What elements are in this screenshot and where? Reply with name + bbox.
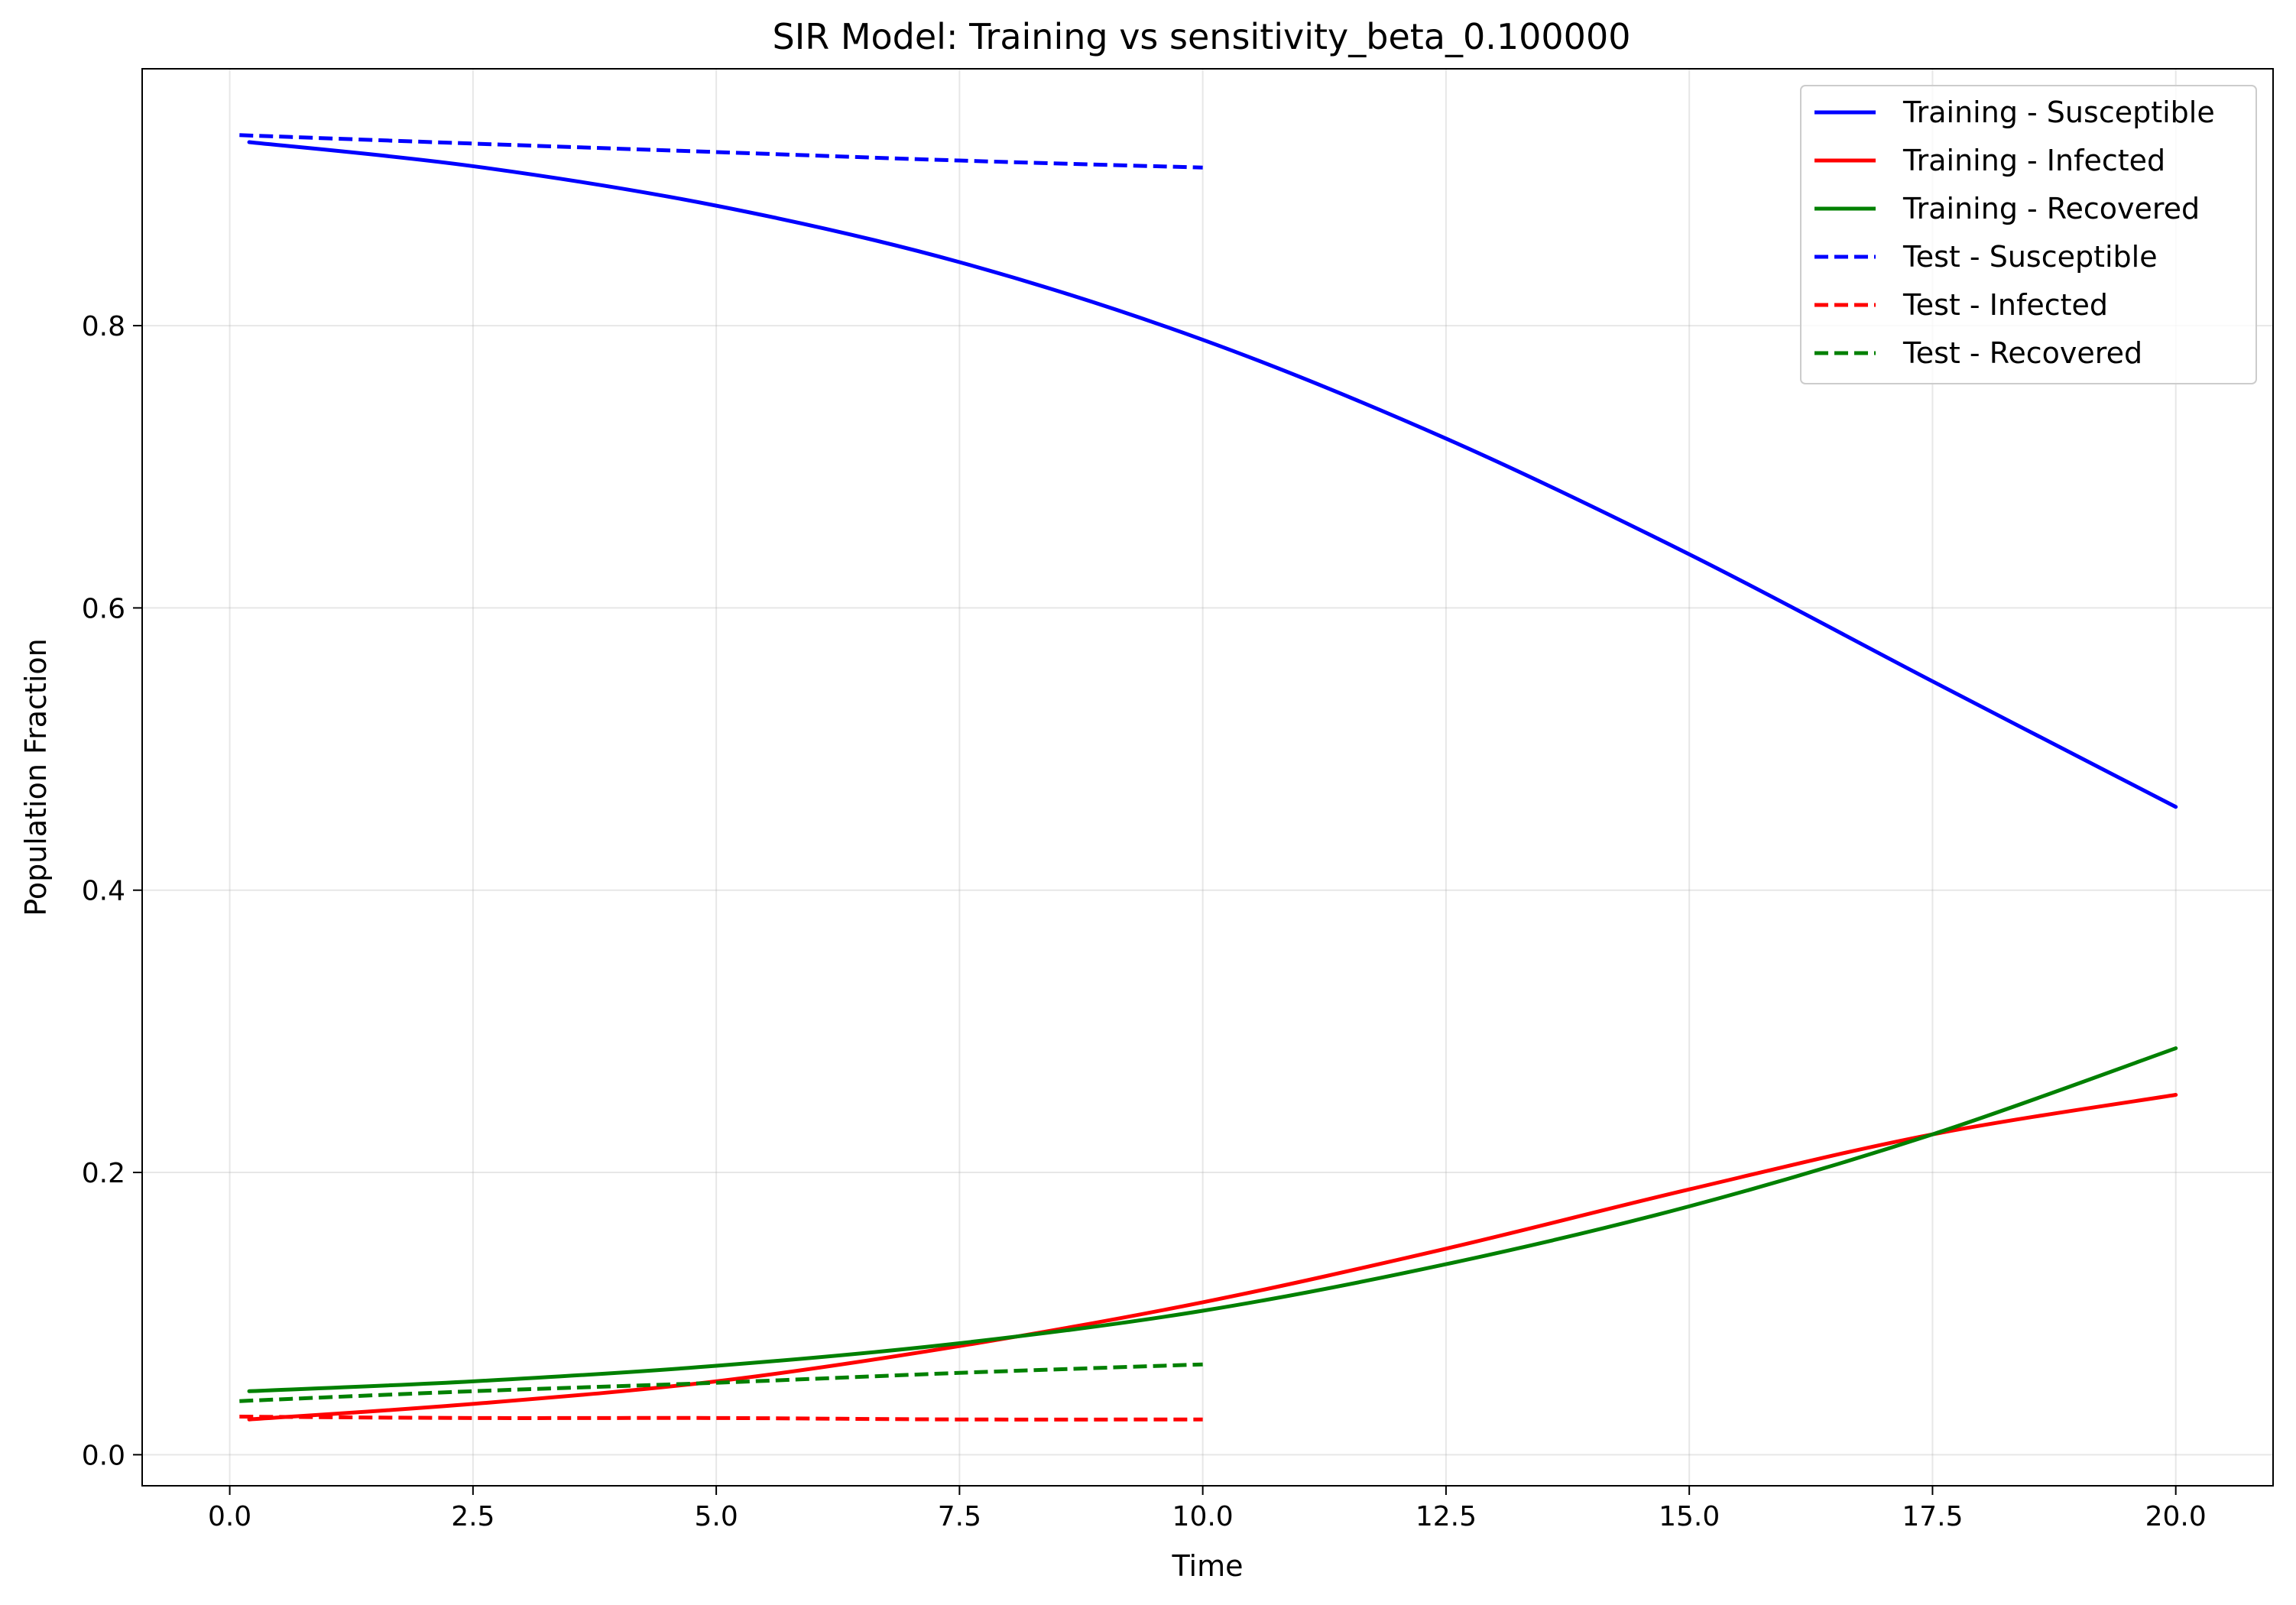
y-tick-label: 0.6 [82, 593, 125, 624]
y-tick-label: 0.0 [82, 1440, 125, 1471]
chart-title: SIR Model: Training vs sensitivity_beta_… [773, 16, 1631, 57]
legend-label: Training - Susceptible [1902, 96, 2215, 129]
legend-label: Training - Infected [1902, 144, 2165, 177]
series-line-test-infected [239, 1415, 1203, 1422]
legend-label: Test - Susceptible [1902, 240, 2158, 274]
plot-frame [141, 68, 2274, 1487]
legend-items: Training - Susceptible Training - Infecte… [1814, 96, 2215, 370]
legend: Training - Susceptible Training - Infecte… [1800, 85, 2257, 384]
series-line-training-infected [247, 1092, 2178, 1422]
x-tick-label: 15.0 [1659, 1501, 1720, 1532]
series-line-test-recovered [239, 1362, 1203, 1403]
legend-label: Training - Recovered [1902, 192, 2200, 225]
y-axis-label: Population Fraction [19, 638, 53, 916]
series-line-test-susceptible [239, 133, 1203, 170]
y-axis-ticks: 0.0 0.2 0.4 0.6 0.8 [82, 311, 142, 1471]
x-axis-label: Time [1172, 1549, 1244, 1583]
x-tick-label: 2.5 [451, 1501, 495, 1532]
x-tick-label: 17.5 [1902, 1501, 1963, 1532]
y-tick-label: 0.2 [82, 1158, 125, 1189]
x-tick-label: 0.0 [208, 1501, 251, 1532]
x-tick-label: 5.0 [694, 1501, 738, 1532]
legend-label: Test - Infected [1902, 288, 2108, 322]
legend-box [1800, 85, 2257, 384]
series-lines [239, 133, 2178, 1422]
legend-label: Test - Recovered [1902, 336, 2142, 370]
x-tick-label: 12.5 [1416, 1501, 1477, 1532]
series-line-training-recovered [247, 1046, 2178, 1393]
x-axis-ticks: 0.0 2.5 5.0 7.5 10.0 12.5 15.0 17.5 20.0 [208, 1486, 2207, 1532]
y-tick-label: 0.8 [82, 311, 125, 342]
series-line-training-susceptible [247, 140, 2178, 809]
x-tick-label: 20.0 [2145, 1501, 2207, 1532]
x-tick-label: 10.0 [1172, 1501, 1234, 1532]
y-tick-label: 0.4 [82, 876, 125, 907]
x-tick-label: 7.5 [938, 1501, 981, 1532]
